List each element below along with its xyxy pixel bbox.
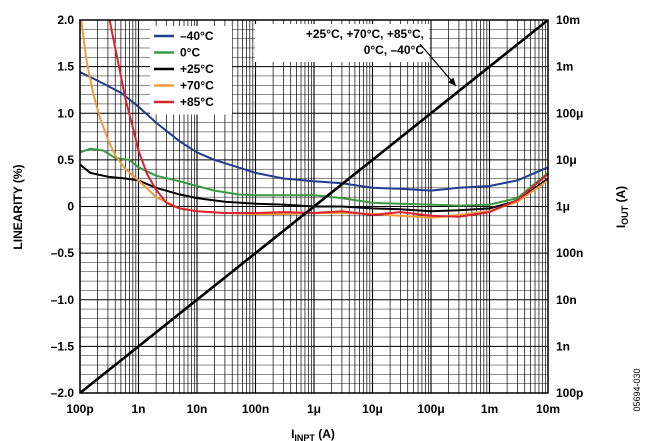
legend-label: +70°C [180,79,214,93]
series-line-iout [80,20,548,393]
legend-label: +85°C [180,95,214,109]
series-line-0C [80,147,548,207]
annotation-text: +25°C, +70°C, +85°C, [306,27,424,41]
annotation-background [255,24,429,62]
y2-tick-label: 10m [556,13,580,27]
y-tick-label: 0 [67,200,74,214]
y2-tick-label: 100n [556,246,583,260]
y-tick-label: 2.0 [57,13,74,27]
x-tick-label: 1μ [307,402,321,416]
legend-label: +25°C [180,62,214,76]
annotation-arrowhead [448,77,456,86]
x-tick-label: 10m [536,402,560,416]
y2-tick-label: 1m [556,60,573,74]
x-tick-label: 10μ [362,402,383,416]
x-tick-label: 1n [131,402,145,416]
y2-tick-label: 100μ [556,106,583,120]
y2-tick-label: 10n [556,293,577,307]
series-line-85C [108,20,548,218]
y2-tick-label: 10μ [556,153,577,167]
y2-axis-title-main: I [614,225,628,228]
series-line-40C [80,71,548,192]
series-layer [80,20,548,393]
y-tick-label: –0.5 [51,246,75,260]
y2-axis-title-sub: OUT [620,205,630,225]
y-tick-label: 1.0 [57,106,74,120]
annotation-leader [419,43,457,87]
annotation-layer: +25°C, +70°C, +85°C, 0°C, –40°C [255,24,457,87]
x-tick-label: 100p [66,402,93,416]
x-axis-title-main: I [291,427,294,441]
legend-label: 0°C [180,46,200,60]
x-tick-label: 10n [187,402,208,416]
y2-axis-title-unit: (A) [614,186,628,206]
y-tick-label: –1.5 [51,339,75,353]
figure-id: 05694-030 [632,368,642,411]
series-line-25C [80,163,548,213]
x-tick-label: 1m [481,402,498,416]
x-axis-title-sub: INPT [294,433,315,441]
y2-tick-label: 100p [556,386,583,400]
y-tick-label: 0.5 [57,153,74,167]
legend: –40°C 0°C +25°C +70°C +85°C [150,26,232,115]
y2-tick-label: 1n [556,339,570,353]
annotation-text: 0°C, –40°C [364,43,425,57]
x-axis-title: IINPT (A) [291,427,335,441]
legend-label: –40°C [180,29,214,43]
x-axis-title-unit: (A) [315,427,335,441]
y2-tick-label: 1μ [556,200,570,214]
y-tick-label: –2.0 [51,386,75,400]
x-tick-label: 100μ [417,402,444,416]
y-axis-title: LINEARITY (%) [11,164,25,249]
x-tick-label: 100n [242,402,269,416]
y-tick-label: 1.5 [57,60,74,74]
y2-axis-title: IOUT (A) [614,186,630,228]
plot-frame [79,19,549,394]
tick-label-layer: 100p 1n 10n 100n 1μ 10μ 100μ 1m 10m 2.0 1.5 1.0 0.5 0… [51,13,584,416]
y-tick-label: –1.0 [51,293,75,307]
